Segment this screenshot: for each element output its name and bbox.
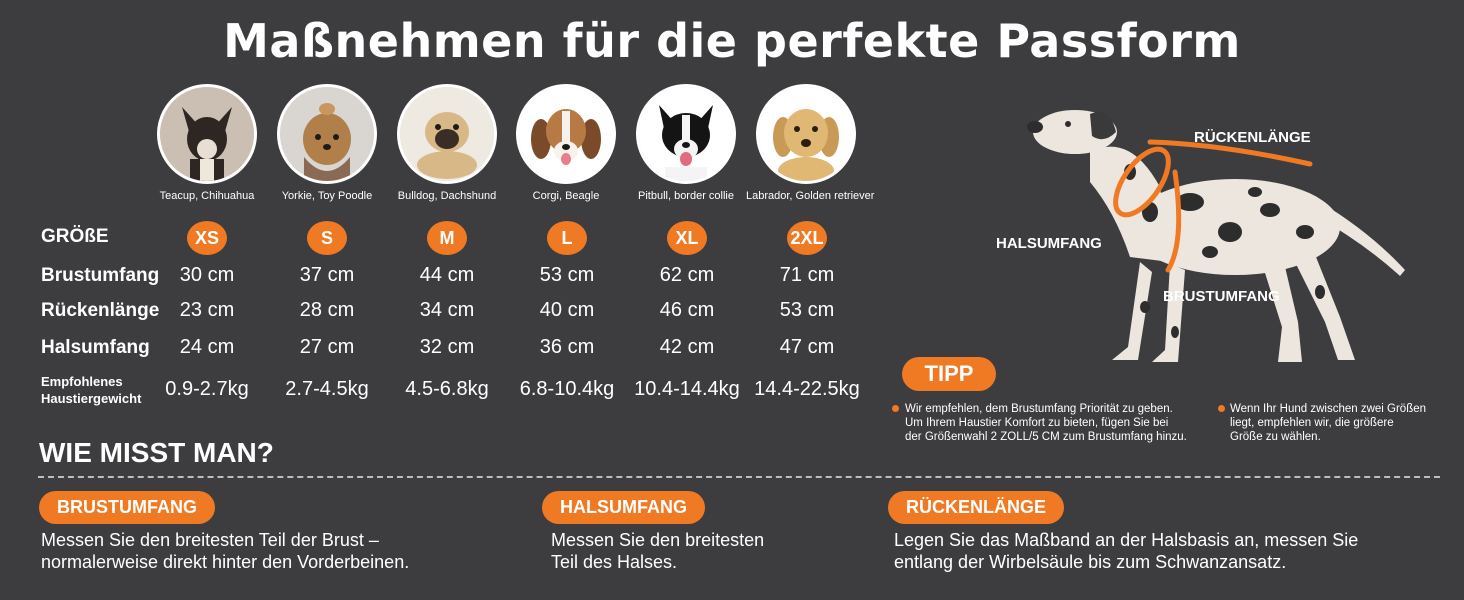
table-cell: 28 cm [299,299,355,321]
table-cell: 24 cm [179,336,235,358]
description-line: Messen Sie den breitesten [551,530,765,550]
table-cell: 30 cm [179,264,235,286]
description-line: Teil des Halses. [551,552,678,572]
breed-label: Yorkie, Toy Poodle [281,190,373,202]
table-cell: 47 cm [779,336,835,358]
table-cell: 14.4-22.5kg [754,378,860,400]
tip-2-line: Wenn Ihr Hund zwischen zwei Größen [1230,403,1427,415]
table-cell: 37 cm [299,264,355,286]
bullet-icon [1218,405,1225,412]
table-cell: 27 cm [299,336,355,358]
halsumfang-pill: HALSUMFANG [542,491,705,524]
description-line: Legen Sie das Maßband an der Halsbasis a… [894,530,1359,550]
table-cell: 2.7-4.5kg [285,378,369,400]
table-cell: 53 cm [539,264,595,286]
table-cell: 0.9-2.7kg [165,378,249,400]
tip-2-line: Größe zu wählen. [1230,431,1321,443]
size-badge: S [307,221,347,255]
tip-1-line: der Größenwahl 2 ZOLL/5 CM zum Brustumfa… [905,431,1187,443]
table-cell: 46 cm [659,299,715,321]
row-label-gewicht-line2: Haustiergewicht [41,391,142,406]
table-cell: 10.4-14.4kg [634,378,740,400]
table-cell: 6.8-10.4kg [519,378,615,400]
tip-2: Wenn Ihr Hund zwischen zwei Größen liegt… [1230,402,1450,444]
golden-retriever-photo [756,84,856,184]
dog-column-s: Yorkie, Toy Poodle [267,84,387,202]
diagram-label-brustumfang: BRUSTUMFANG [1163,288,1280,305]
halsumfang-row: 24 cm 27 cm 32 cm 36 cm 42 cm 47 cm [147,336,867,359]
divider [38,476,1440,478]
breed-label: Corgi, Beagle [532,190,600,202]
size-badge: 2XL [787,221,827,255]
dog-column-l: Corgi, Beagle [506,84,626,202]
row-label-groesse: GRÖßE [41,226,109,247]
dog-column-2xl: Labrador, Golden retriever [746,84,875,202]
dog-measurement-diagram [1020,92,1420,372]
dog-column-xl: Pitbull, border collie [626,84,746,202]
breed-label: Teacup, Chihuahua [159,190,255,202]
dog-column-m: Bulldog, Dachshund [387,84,507,202]
table-cell: 42 cm [659,336,715,358]
tip-1: Wir empfehlen, dem Brustumfang Priorität… [905,402,1225,444]
row-label-gewicht-line1: Empfohlenes [41,374,123,389]
border-collie-photo [636,84,736,184]
tipp-badge: TIPP [902,357,996,391]
table-cell: 40 cm [539,299,595,321]
beagle-photo [516,84,616,184]
tip-1-line: Um Ihrem Haustier Komfort zu bieten, füg… [905,417,1169,429]
row-label-halsumfang: Halsumfang [41,337,150,358]
description-line: Messen Sie den breitesten Teil der Brust… [41,530,379,550]
description-line: normalerweise direkt hinter den Vorderbe… [41,552,410,572]
yorkie-photo [277,84,377,184]
tip-1-line: Wir empfehlen, dem Brustumfang Priorität… [905,403,1173,415]
diagram-label-halsumfang: HALSUMFANG [996,235,1102,252]
table-cell: 23 cm [179,299,235,321]
table-cell: 4.5-6.8kg [405,378,489,400]
bullet-icon [892,405,899,412]
table-cell: 62 cm [659,264,715,286]
size-badge: XL [667,221,707,255]
size-badge: L [547,221,587,255]
dog-column-xs: Teacup, Chihuahua [147,84,267,202]
brustumfang-row: 30 cm 37 cm 44 cm 53 cm 62 cm 71 cm [147,264,867,287]
table-cell: 44 cm [419,264,475,286]
row-label-gewicht: Empfohlenes Haustiergewicht [41,373,141,407]
gewicht-row: 0.9-2.7kg 2.7-4.5kg 4.5-6.8kg 6.8-10.4kg… [147,378,867,401]
table-cell: 71 cm [779,264,835,286]
row-label-brustumfang: Brustumfang [41,265,160,286]
breed-label: Labrador, Golden retriever [746,190,875,202]
how-to-heading: WIE MISST MAN? [39,437,274,468]
tip-2-line: liegt, empfehlen wir, die größere [1230,417,1394,429]
rueckenlaenge-row: 23 cm 28 cm 34 cm 40 cm 46 cm 53 cm [147,299,867,322]
size-badge: XS [187,221,227,255]
row-label-rueckenlaenge: Rückenlänge [41,300,160,321]
description-line: entlang der Wirbelsäule bis zum Schwanza… [894,552,1287,572]
brustumfang-description: Messen Sie den breitesten Teil der Brust… [41,529,409,573]
breed-label: Bulldog, Dachshund [397,190,497,202]
rueckenlaenge-pill: RÜCKENLÄNGE [888,491,1065,524]
breed-label: Pitbull, border collie [638,190,734,202]
dalmatian-illustration [1027,110,1405,362]
table-cell: 53 cm [779,299,835,321]
table-cell: 34 cm [419,299,475,321]
size-badge: M [427,221,467,255]
table-cell: 36 cm [539,336,595,358]
size-row: XS S M L XL 2XL [147,221,867,255]
rueckenlaenge-description: Legen Sie das Maßband an der Halsbasis a… [894,529,1358,573]
table-cell: 32 cm [419,336,475,358]
pug-photo [397,84,497,184]
chihuahua-photo [157,84,257,184]
brustumfang-pill: BRUSTUMFANG [39,491,215,524]
page-title: Maßnehmen für die perfekte Passform [223,14,1241,68]
halsumfang-description: Messen Sie den breitesten Teil des Halse… [551,529,764,573]
diagram-label-rueckenlaenge: RÜCKENLÄNGE [1194,129,1311,146]
